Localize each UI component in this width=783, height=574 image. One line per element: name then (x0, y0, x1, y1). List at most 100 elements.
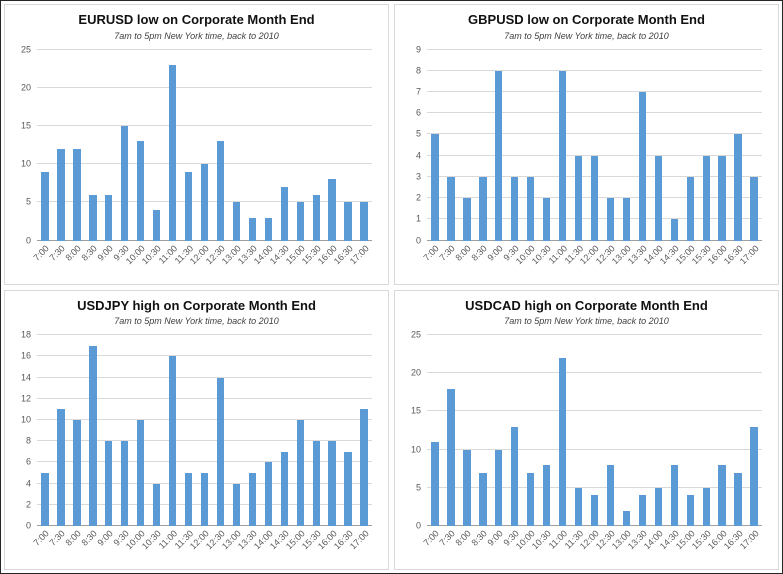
x-slot: 8:30 (80, 527, 101, 567)
bar-slot (181, 335, 197, 526)
gridline (427, 334, 762, 336)
bar-slot (555, 50, 571, 241)
x-slot: 7:00 (32, 242, 53, 282)
gridline (427, 112, 762, 114)
chart-title: GBPUSD low on Corporate Month End (468, 12, 705, 27)
bar-slot (459, 50, 475, 241)
x-slot: 7:30 (438, 242, 459, 282)
bar-slot (37, 50, 53, 241)
chart-panel-usdjpy: USDJPY high on Corporate Month End 7am t… (4, 289, 389, 570)
bar-14:30 (280, 451, 288, 526)
x-slot: 17:00 (347, 527, 372, 567)
bar-10:00 (137, 141, 145, 241)
x-axis-labels: 7:00 7:30 8:00 8:30 9:00 9:30 10:00 10:30 11:00 1… (32, 527, 372, 567)
bar-15:00 (296, 202, 304, 241)
x-slot: 8:00 (64, 527, 85, 567)
bars (37, 335, 372, 526)
bar-slot (53, 335, 69, 526)
x-slot: 9:00 (486, 527, 507, 567)
bar-10:30 (542, 464, 551, 526)
bar-12:00 (590, 155, 599, 241)
chart-title: EURUSD low on Corporate Month End (78, 12, 315, 27)
bar-14:00 (264, 217, 272, 241)
gridline (37, 86, 372, 88)
bar-7:30 (447, 176, 455, 241)
bar-10:00 (527, 472, 535, 526)
bar-slot (634, 50, 650, 241)
bar-13:00 (622, 510, 631, 526)
bar-slot (244, 335, 260, 526)
bar-slot (308, 50, 324, 241)
bar-slot (682, 335, 698, 526)
bar-slot (244, 50, 260, 241)
bar-slot (507, 50, 523, 241)
y-tick-label: 3 (415, 171, 421, 182)
bar-slot (650, 50, 666, 241)
bar-slot (571, 50, 587, 241)
bar-slot (117, 50, 133, 241)
x-slot: 17:00 (737, 527, 762, 567)
bar-9:30 (121, 125, 129, 241)
bar-17:00 (750, 426, 758, 526)
chart-subtitle: 7am to 5pm New York time, back to 2010 (504, 30, 669, 41)
bar-slot (197, 50, 213, 241)
x-slot: 9:00 (96, 242, 117, 282)
bar-11:30 (574, 487, 583, 526)
bar-slot (475, 335, 491, 526)
bar-slot (181, 50, 197, 241)
bar-slot (746, 335, 762, 526)
bar-slot (634, 335, 650, 526)
chart-panel-gbpusd: GBPUSD low on Corporate Month End 7am to… (394, 4, 779, 285)
chart-subtitle: 7am to 5pm New York time, back to 2010 (114, 316, 279, 327)
bar-8:00 (463, 449, 471, 526)
plot-canvas (427, 48, 762, 241)
bar-9:00 (495, 70, 503, 241)
bar-14:30 (280, 187, 288, 241)
bar-slot (276, 50, 292, 241)
bar-slot (356, 335, 372, 526)
y-tick-label: 8 (25, 435, 31, 446)
y-tick-label: 18 (20, 329, 31, 340)
bar-12:00 (200, 472, 209, 526)
bar-slot (101, 335, 117, 526)
bar-14:30 (670, 464, 678, 526)
x-axis-labels: 7:00 7:30 8:00 8:30 9:00 9:30 10:00 10:30 11:00 1… (32, 242, 372, 282)
bar-10:00 (527, 176, 535, 241)
bar-slot (340, 335, 356, 526)
bar-slot (507, 335, 523, 526)
y-tick-label: 0 (25, 520, 31, 531)
bar-12:00 (200, 164, 209, 241)
bar-12:30 (606, 464, 615, 526)
gridline (37, 418, 372, 420)
x-slot: 8:00 (454, 527, 475, 567)
bar-slot (571, 335, 587, 526)
plot-area: 0 5 10 15 20 25 (403, 330, 762, 530)
bar-14:00 (264, 462, 272, 526)
bar-14:00 (654, 487, 662, 526)
bar-slot (324, 50, 340, 241)
plot-area: 0 2 4 6 8 10 12 14 16 18 (13, 330, 372, 530)
bar-11:00 (168, 356, 177, 526)
y-tick-label: 25 (20, 44, 31, 55)
gridline (427, 448, 762, 450)
plot-area: 0 5 10 15 20 25 (13, 45, 372, 245)
bar-8:30 (479, 176, 487, 241)
bar-slot (427, 50, 443, 241)
bar-17:00 (360, 409, 368, 526)
bar-slot (618, 50, 634, 241)
gridline (427, 133, 762, 135)
y-tick-label: 10 (20, 158, 31, 169)
x-slot: 7:00 (422, 527, 443, 567)
bar-7:00 (41, 171, 49, 241)
bar-9:00 (105, 441, 113, 526)
bar-11:00 (168, 64, 177, 241)
bar-slot (602, 335, 618, 526)
bar-16:30 (344, 451, 352, 526)
bar-slot (260, 50, 276, 241)
bar-slot (133, 50, 149, 241)
bar-slot (491, 50, 507, 241)
bar-slot (228, 335, 244, 526)
gridline (427, 69, 762, 71)
bar-8:00 (73, 148, 81, 241)
bar-slot (324, 335, 340, 526)
